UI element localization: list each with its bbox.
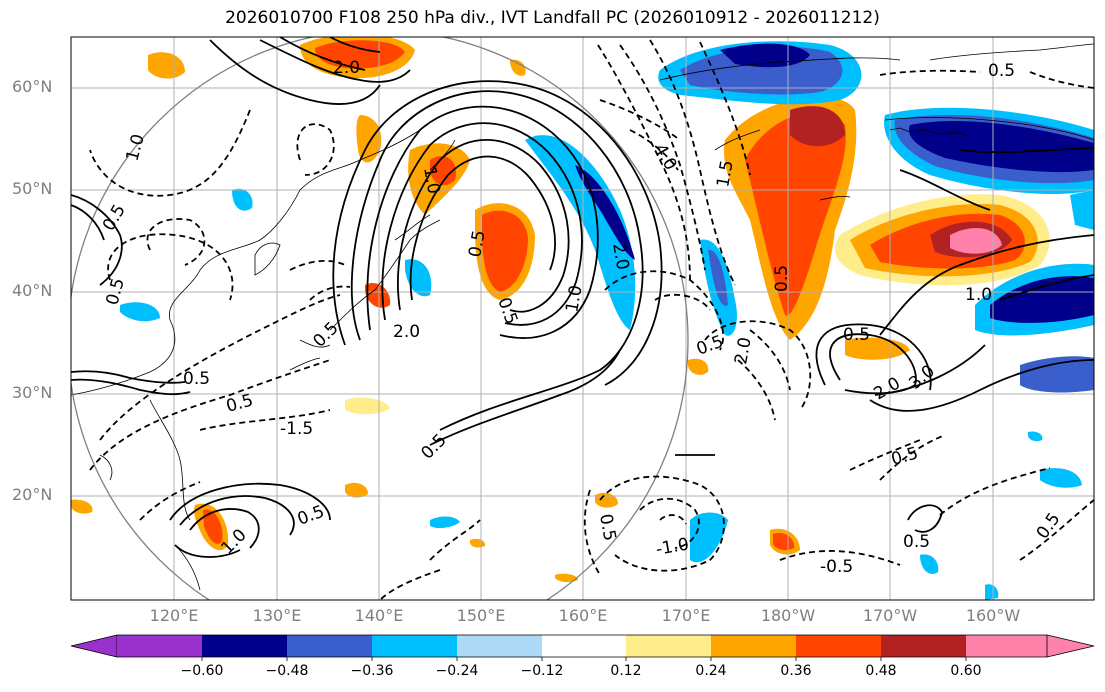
landfall-radius-circle — [71, 37, 689, 600]
contour-label: -0.5 — [820, 557, 853, 577]
colorbar-tick-label: −0.36 — [350, 663, 394, 679]
colorbar — [70, 634, 1095, 661]
contour-label: 0.5 — [988, 61, 1015, 81]
colorbar-segment — [372, 635, 457, 657]
lon-label: 180°W — [760, 606, 816, 625]
lon-label: 170°W — [862, 606, 918, 625]
colorbar-tick-label: 0.60 — [950, 663, 982, 679]
contour-label: 2.0 — [393, 322, 420, 342]
lat-label: 50°N — [12, 179, 53, 198]
colorbar-segment — [881, 635, 966, 657]
lon-label: 160°E — [558, 606, 608, 625]
contour-label: 0.5 — [772, 265, 792, 292]
lon-label: 140°E — [354, 606, 404, 625]
colorbar-segment — [796, 635, 881, 657]
colorbar-tick-label: −0.12 — [520, 663, 564, 679]
contour-label: 0.5 — [903, 532, 930, 552]
contour-label: 1.5 — [713, 159, 737, 189]
contour-label: 1.0 — [419, 165, 443, 195]
lon-label: 170°E — [661, 606, 711, 625]
contours — [71, 37, 1094, 558]
coastlines — [71, 43, 1094, 591]
colorbar-tick-label: 0.12 — [610, 663, 642, 679]
colorbar-segment — [202, 635, 287, 657]
colorbar-segment — [626, 635, 711, 657]
lat-label: 30°N — [12, 383, 53, 402]
colorbar-segment — [711, 635, 796, 657]
contour-label: 1.0 — [562, 284, 586, 314]
lon-label: 160°W — [965, 606, 1021, 625]
lat-label: 20°N — [12, 485, 53, 504]
colorbar-segment — [287, 635, 372, 657]
plot-frame — [70, 36, 1095, 601]
colorbar-tick-label: 0.48 — [865, 663, 897, 679]
lon-label: 120°E — [149, 606, 199, 625]
contour-label: 2.0 — [333, 58, 360, 78]
negative-contours — [89, 39, 1094, 600]
lon-label: 130°E — [252, 606, 302, 625]
contour-label: 2.0 — [731, 336, 755, 366]
lat-label: 40°N — [12, 281, 53, 300]
colorbar-tick-label: −0.48 — [265, 663, 309, 679]
colorbar-segment — [966, 635, 1047, 657]
colorbar-tick-label: 0.24 — [695, 663, 727, 679]
colorbar-high-extend — [1046, 634, 1095, 658]
shaded-divergence-fields — [71, 37, 1094, 600]
contour-label: 0.5 — [595, 512, 619, 542]
contour-label: 0.5 — [183, 369, 210, 389]
contour-label: 1.0 — [965, 285, 992, 305]
contour-label: 0.5 — [465, 229, 489, 259]
colorbar-tick-label: −0.60 — [180, 663, 224, 679]
colorbar-tick-label: 0.36 — [780, 663, 812, 679]
lat-label: 60°N — [12, 77, 53, 96]
colorbar-low-extend — [70, 634, 118, 658]
colorbar-segment — [117, 635, 202, 657]
lon-label: 150°E — [456, 606, 506, 625]
map-title: 2026010700 F108 250 hPa div., IVT Landfa… — [225, 8, 880, 28]
colorbar-segment — [457, 635, 542, 657]
contour-label: 0.5 — [843, 325, 870, 345]
colorbar-segment — [542, 635, 626, 657]
contour-label: 2.0 — [608, 241, 632, 271]
colorbar-tick-label: −0.24 — [435, 663, 479, 679]
contour-label: -1.5 — [280, 419, 313, 439]
